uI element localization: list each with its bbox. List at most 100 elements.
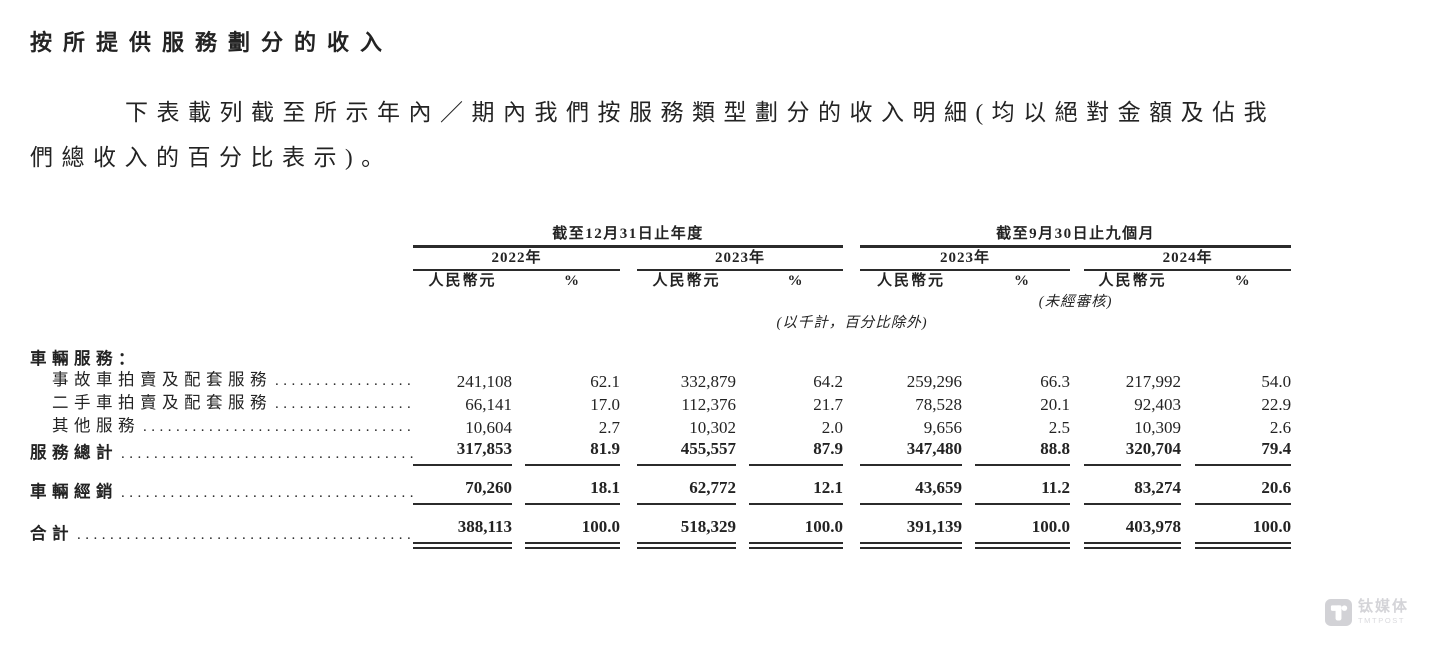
table-body: 車輛服務：事故車拍賣及配套服務.........................… <box>30 334 1292 549</box>
column-gap <box>1070 465 1084 504</box>
column-gap <box>1181 438 1195 465</box>
cell-value: 87.9 <box>749 438 844 466</box>
cell-value: 388,113 <box>413 504 512 549</box>
column-gap <box>1070 392 1084 415</box>
cell-value: 241,108 <box>456 372 512 391</box>
column-gap <box>512 270 525 292</box>
column-gap <box>736 504 749 546</box>
currency-header: 人民幣元 <box>428 273 497 289</box>
row-label: 其他服務....................................… <box>30 415 413 438</box>
cell-value: 70,260 <box>413 465 512 505</box>
units-note: (以千計，百分比除外) <box>776 315 928 331</box>
column-gap <box>843 504 860 546</box>
row-label: 二手車拍賣及配套服務..............................… <box>30 392 413 415</box>
cell-value: 20.6 <box>1195 465 1292 505</box>
column-gap <box>736 369 749 392</box>
period-header: 截至12月31日止年度 <box>413 224 844 248</box>
cell-value: 12.1 <box>749 465 844 505</box>
column-gap <box>620 247 637 271</box>
column-gap <box>843 369 860 392</box>
column-gap <box>620 438 637 465</box>
column-gap <box>512 415 525 438</box>
year-header: 2023年 <box>860 246 1071 271</box>
cell-value: 403,978 <box>1084 504 1182 549</box>
column-gap <box>962 415 975 438</box>
cell-value: 332,879 <box>680 372 736 391</box>
year-header: 2024年 <box>1084 246 1292 271</box>
column-gap <box>512 392 525 415</box>
currency-header: 人民幣元 <box>877 273 946 289</box>
column-gap <box>1070 247 1084 271</box>
cell-value: 391,139 <box>860 504 963 549</box>
column-gap <box>736 465 749 504</box>
column-gap <box>736 270 749 292</box>
cell-value: 88.8 <box>975 438 1071 466</box>
cell-value: 320,704 <box>1084 438 1182 466</box>
table-row: 車輛服務： <box>30 334 1291 369</box>
cell-value: 317,853 <box>413 438 512 466</box>
cell-value: 2.0 <box>821 418 844 437</box>
table-row: 事故車拍賣及配套服務..............................… <box>30 369 1291 392</box>
cell-value: 81.9 <box>525 438 620 466</box>
column-gap <box>843 224 860 247</box>
cell-value: 78,528 <box>915 395 963 414</box>
column-gap <box>1181 504 1195 546</box>
column-gap <box>843 270 860 292</box>
column-gap <box>962 270 975 292</box>
column-gap <box>843 247 860 271</box>
percent-header: % <box>1234 273 1252 289</box>
column-gap <box>620 504 637 546</box>
cell-value: 2.7 <box>598 418 620 437</box>
table-row: 二手車拍賣及配套服務..............................… <box>30 392 1291 415</box>
tmtpost-logo-icon <box>1325 599 1352 626</box>
cell-value: 43,659 <box>860 465 963 505</box>
column-gap <box>962 392 975 415</box>
table-row: 其他服務....................................… <box>30 415 1291 438</box>
currency-header: 人民幣元 <box>652 273 721 289</box>
cell-value: 17.0 <box>590 395 620 414</box>
units-note-row: (以千計，百分比除外) <box>30 313 1291 334</box>
column-gap <box>843 392 860 415</box>
column-gap <box>736 438 749 465</box>
cell-value: 100.0 <box>975 504 1071 549</box>
period-header-row: 截至12月31日止年度 截至9月30日止九個月 <box>30 224 1292 248</box>
year-header: 2022年 <box>413 246 620 271</box>
cell-value: 20.1 <box>1040 395 1071 414</box>
row-label: 服務總計....................................… <box>30 438 413 465</box>
cell-value: 9,656 <box>923 418 963 437</box>
cell-value: 10,309 <box>1134 418 1182 437</box>
cell-value: 112,376 <box>681 395 736 414</box>
period-header: 截至9月30日止九個月 <box>860 224 1292 248</box>
cell-value: 10,302 <box>689 418 736 437</box>
spacer-cell <box>30 224 413 247</box>
dot-leader: ........................................… <box>143 419 413 435</box>
cell-value: 2.6 <box>1269 418 1292 437</box>
unit-header-row: 人民幣元 % 人民幣元 % 人民幣元 % 人民幣元 % <box>30 270 1291 292</box>
cell-value: 2.5 <box>1048 418 1071 437</box>
cell-value: 62,772 <box>637 465 736 505</box>
spacer-cell <box>30 247 413 271</box>
column-gap <box>1181 415 1195 438</box>
column-gap <box>1181 465 1195 504</box>
dot-leader: ........................................… <box>275 396 413 412</box>
tmtpost-name-en: TMTPOST <box>1358 616 1406 625</box>
cell-value: 83,274 <box>1084 465 1182 505</box>
dot-leader: ........................................… <box>275 373 413 389</box>
dot-leader: ........................................… <box>77 526 413 543</box>
year-header: 2023年 <box>637 246 844 271</box>
column-gap <box>620 392 637 415</box>
spacer-cell <box>30 270 413 292</box>
cell-value: 64.2 <box>813 372 844 391</box>
tmtpost-name-cn: 钛媒体 <box>1358 598 1410 615</box>
revenue-by-service-table: 截至12月31日止年度 截至9月30日止九個月 2022年 2023年 2023… <box>30 224 1292 549</box>
cell-value: 11.2 <box>975 465 1071 505</box>
cell-value: 100.0 <box>1195 504 1292 549</box>
cell-value: 62.1 <box>590 372 620 391</box>
column-gap <box>843 465 860 504</box>
table-row: 服務總計....................................… <box>30 438 1292 466</box>
spacer-cell <box>30 292 860 313</box>
year-header-row: 2022年 2023年 2023年 2024年 <box>30 246 1292 271</box>
cell-value: 92,403 <box>1134 395 1182 414</box>
cell-value: 100.0 <box>525 504 620 549</box>
cell-value: 22.9 <box>1261 395 1292 414</box>
